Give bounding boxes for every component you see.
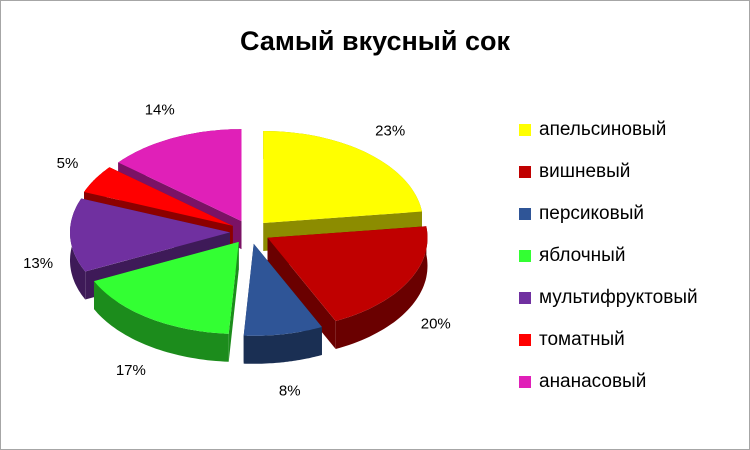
- legend-label: томатный: [539, 329, 625, 350]
- slice-side: [267, 237, 336, 350]
- legend-swatch: [519, 376, 531, 388]
- slice-top: [243, 243, 322, 336]
- slice-top: [267, 226, 428, 321]
- chart-title: Самый вкусный сок: [240, 26, 510, 56]
- slice-top: [84, 167, 233, 226]
- data-label: 14%: [145, 102, 175, 119]
- legend-swatch: [519, 208, 531, 220]
- slice-top: [118, 129, 242, 222]
- data-label: 8%: [279, 383, 301, 400]
- legend-swatch: [519, 124, 531, 136]
- data-label: 17%: [116, 362, 146, 379]
- slice-wall: [94, 281, 229, 362]
- slice: [267, 226, 428, 350]
- legend-swatch: [519, 166, 531, 178]
- slice-top: [70, 198, 231, 272]
- slice-wall: [335, 226, 428, 349]
- legend-label: яблочный: [539, 245, 625, 266]
- slice-top: [263, 131, 422, 223]
- slice: [93, 241, 239, 362]
- slice-wall: [243, 327, 322, 364]
- legend-label: мультифруктовый: [539, 287, 698, 308]
- slice: [243, 243, 322, 364]
- slice-side: [228, 241, 239, 362]
- legend-swatch: [519, 292, 531, 304]
- legend-swatch: [519, 250, 531, 262]
- data-label: 23%: [375, 122, 405, 139]
- legend-label: ананасовый: [539, 371, 646, 392]
- data-label: 20%: [421, 316, 451, 333]
- legend-swatch: [519, 334, 531, 346]
- slice-top: [94, 241, 239, 334]
- legend-label: апельсиновый: [539, 119, 666, 140]
- data-label: 5%: [57, 155, 79, 172]
- legend-label: персиковый: [539, 203, 644, 224]
- legend-label: вишневый: [539, 161, 630, 182]
- data-label: 13%: [23, 255, 53, 272]
